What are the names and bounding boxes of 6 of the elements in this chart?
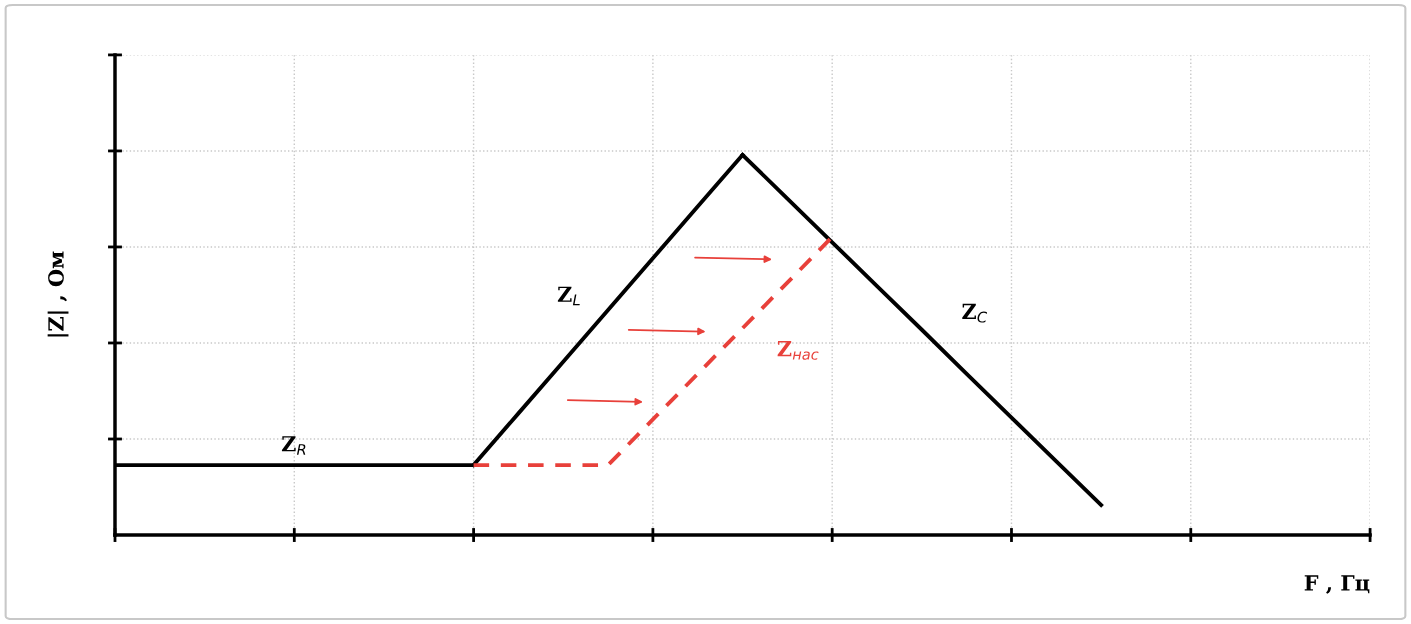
series-label: Z$_{C}$ [962, 303, 988, 323]
series-label: Z$_{R}$ [281, 436, 306, 455]
y-axis-title: |Z| , Ом [47, 251, 69, 337]
x-axis-title: F , Гц [1304, 575, 1370, 594]
series-label: Z$_{L}$ [557, 286, 580, 306]
series-label: Z$_{нас}$ [777, 340, 819, 360]
